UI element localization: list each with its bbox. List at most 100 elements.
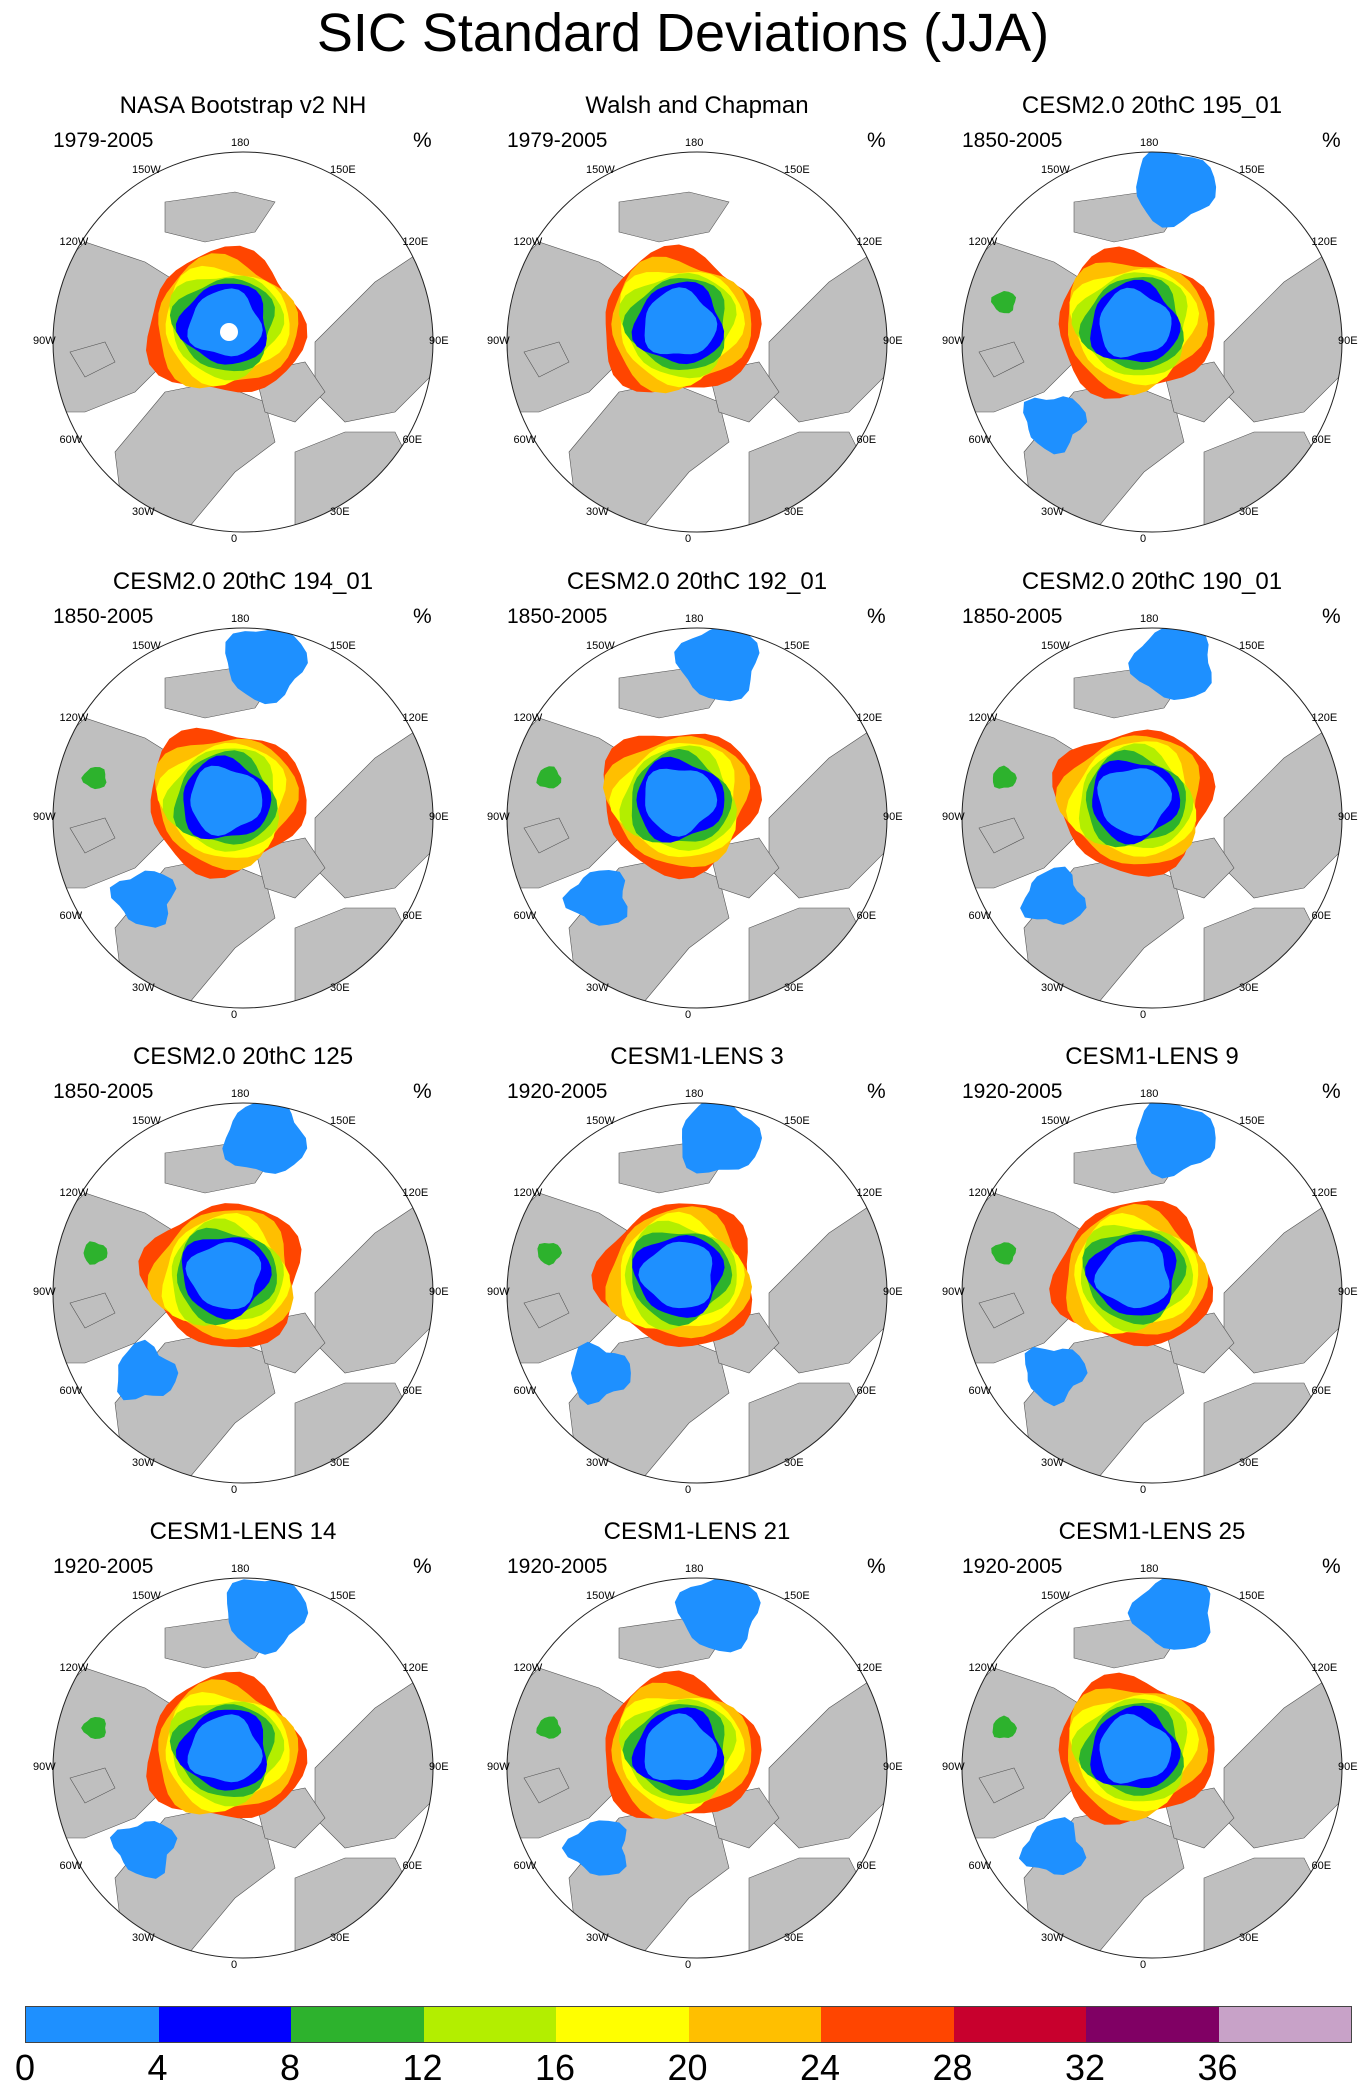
panel-unit: % [1322,1080,1341,1103]
sic-contour [81,767,107,790]
panel-period: 1920-2005 [507,1080,608,1103]
polar-map [961,1577,1343,1959]
meridian-label: 30W [132,1457,155,1470]
meridian-label: 120W [968,1187,998,1199]
meridian-label: 60W [513,1385,537,1397]
meridian-label: 120E [402,712,429,724]
land-mass [294,907,416,1008]
meridian-label: 90E [429,1761,449,1773]
meridian-label: 180 [1140,1088,1159,1100]
colorbar-tick-label: 12 [402,2047,443,2088]
meridian-label: 150W [132,1114,161,1127]
land-mass [978,1292,1025,1329]
polar-map [506,1577,888,1959]
meridian-label: 90E [883,335,903,347]
meridian-label: 150W [132,1589,161,1602]
land-mass [1203,1382,1325,1483]
panel-title: CESM2.0 20thC 190_01 [1021,568,1283,595]
meridian-label: 120W [59,1662,89,1674]
sic-contour [109,1821,178,1879]
map-panel: Walsh and Chapman 1979-2005% 180 150E 120E 90… [469,92,925,562]
map-panel: CESM1-LENS 3 1920-2005% 180 150E 120E 90E 60E 3… [469,1043,925,1513]
polar-map [961,627,1343,1009]
meridian-label: 90W [487,335,510,347]
meridian-label: 60E [1311,434,1332,446]
meridian-label: 0 [685,1484,692,1496]
meridian-label: 60W [513,1860,537,1872]
sic-contour [185,1242,262,1310]
meridian-label: 60E [856,910,877,922]
meridian-label: 60W [968,1860,992,1872]
polar-map [506,627,888,1009]
meridian-label: 60W [513,910,537,922]
panel-period: 1979-2005 [507,129,608,152]
colorbar-segment [1086,2007,1219,2042]
meridian-label: 150W [586,163,615,176]
sic-contour [225,628,308,705]
meridian-label: 0 [1140,533,1147,545]
sic-contour [1094,1241,1170,1309]
sic-contour [1136,152,1217,228]
meridian-label: 30W [586,1932,609,1945]
panel-unit: % [867,129,886,152]
map-panel: CESM2.0 20thC 192_01 1850-2005% 180 150E 120… [469,568,925,1038]
land-mass [294,431,416,532]
map-boundary [506,627,888,1009]
polar-map [52,1577,434,1959]
sic-contour [1020,866,1087,925]
sic-contour [682,1103,762,1174]
meridian-label: 180 [231,1088,250,1100]
polar-map [506,1102,888,1484]
meridian-label: 120E [856,1662,883,1674]
meridian-label: 90W [942,1286,965,1298]
meridian-label: 30W [132,982,155,995]
colorbar-tick-label: 20 [667,2047,708,2088]
panel-unit: % [1322,1555,1341,1578]
colorbar-segment [688,2007,821,2042]
meridian-label: 0 [685,533,692,545]
land-mass [523,1292,570,1329]
meridian-label: 120E [1311,236,1338,248]
meridian-label: 60E [402,434,423,446]
land-mass [618,191,730,243]
panel-period: 1850-2005 [53,1080,154,1103]
sic-contour [992,765,1017,789]
meridian-label: 30W [132,1932,155,1945]
meridian-label: 120E [856,236,883,248]
meridian-label: 150E [1239,1589,1265,1602]
meridian-label: 150W [586,639,615,652]
land-mass [294,1857,416,1958]
meridian-label: 60W [513,434,537,446]
map-boundary [961,1102,1343,1484]
panel-period: 1920-2005 [53,1555,154,1578]
meridian-label: 60E [856,434,877,446]
map-boundary [52,627,434,1009]
land-mass [523,1767,570,1804]
land-mass [1223,241,1342,423]
meridian-label: 120W [513,1187,543,1199]
meridian-label: 30W [1041,1457,1064,1470]
pole-hole [220,323,238,341]
sic-contour [1099,1713,1172,1784]
land-mass [314,241,433,423]
colorbar-tick-label: 4 [147,2047,168,2088]
colorbar-tick-label: 16 [534,2047,576,2088]
meridian-label: 120W [59,712,89,724]
sic-contour [570,1341,631,1405]
land-mass [708,837,780,899]
meridian-label: 60W [59,1860,83,1872]
meridian-label: 90W [33,811,56,823]
land-mass [748,907,870,1008]
meridian-label: 120E [1311,712,1338,724]
land-mass [1223,717,1342,899]
land-mass [1203,907,1325,1008]
meridian-label: 60E [1311,910,1332,922]
meridian-label: 60E [402,910,423,922]
land-mass [69,817,116,854]
panel-title: CESM2.0 20thC 195_01 [1021,92,1283,119]
land-mass [768,1667,887,1849]
map-boundary [52,1102,434,1484]
colorbar-tick-label: 24 [799,2047,841,2088]
map-boundary [506,151,888,533]
meridian-label: 0 [685,1009,692,1021]
